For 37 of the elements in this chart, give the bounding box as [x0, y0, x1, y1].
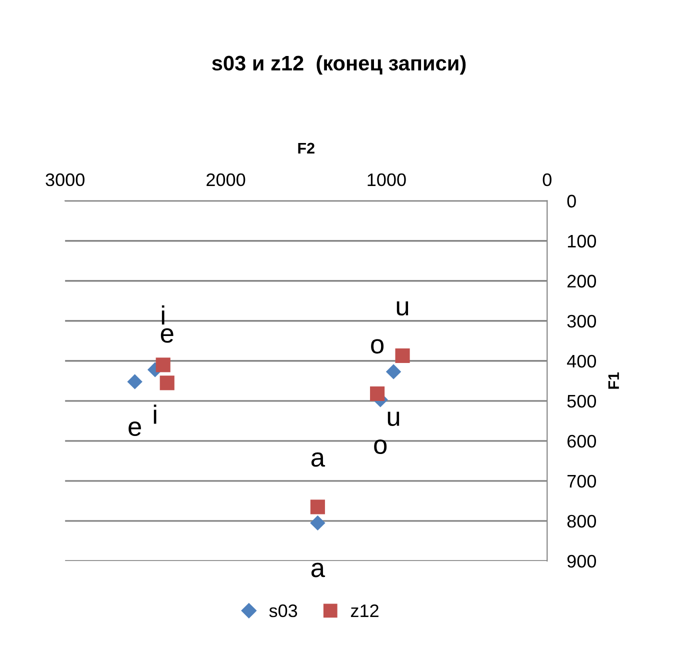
y-tick-label: 400 [567, 354, 596, 368]
y-axis-title: F1 [608, 372, 619, 389]
data-label: o [374, 440, 387, 454]
data-label: u [396, 301, 408, 316]
y-tick-label: 800 [567, 514, 596, 528]
point [386, 364, 402, 380]
x-tick-label: 1000 [368, 173, 406, 186]
x-tick-label: 3000 [46, 173, 84, 186]
y-tick-label: 0 [567, 194, 576, 208]
data-label: a [311, 562, 326, 578]
point [156, 358, 170, 372]
data-label: i [162, 305, 164, 324]
y-tick-label: 500 [567, 394, 596, 408]
data-label: e [128, 422, 141, 436]
point [310, 500, 325, 514]
data-label: i [154, 404, 156, 424]
data-label: a [311, 452, 326, 467]
y-tick-label: 900 [567, 554, 596, 568]
y-tick-label: 100 [568, 234, 596, 248]
data-label: e [160, 328, 174, 343]
x-tick-label: 2000 [206, 173, 246, 186]
y-tick-label: 200 [568, 274, 596, 288]
data-label: u [388, 412, 400, 426]
point [395, 348, 410, 363]
y-tick-label: 700 [568, 474, 596, 488]
x-tick-label: 0 [542, 173, 552, 186]
chart-title: s03 и z12 (конец записи) [212, 55, 466, 75]
y-tick-label: 600 [568, 434, 596, 448]
data-label: o [371, 339, 384, 354]
point [160, 376, 174, 390]
y-tick-label: 300 [567, 314, 596, 328]
legend-label: s03 [269, 604, 298, 618]
point [370, 386, 385, 401]
point [310, 515, 326, 531]
x-axis-title: F2 [298, 142, 314, 154]
legend-label: z12 [350, 604, 378, 618]
point [127, 374, 142, 390]
